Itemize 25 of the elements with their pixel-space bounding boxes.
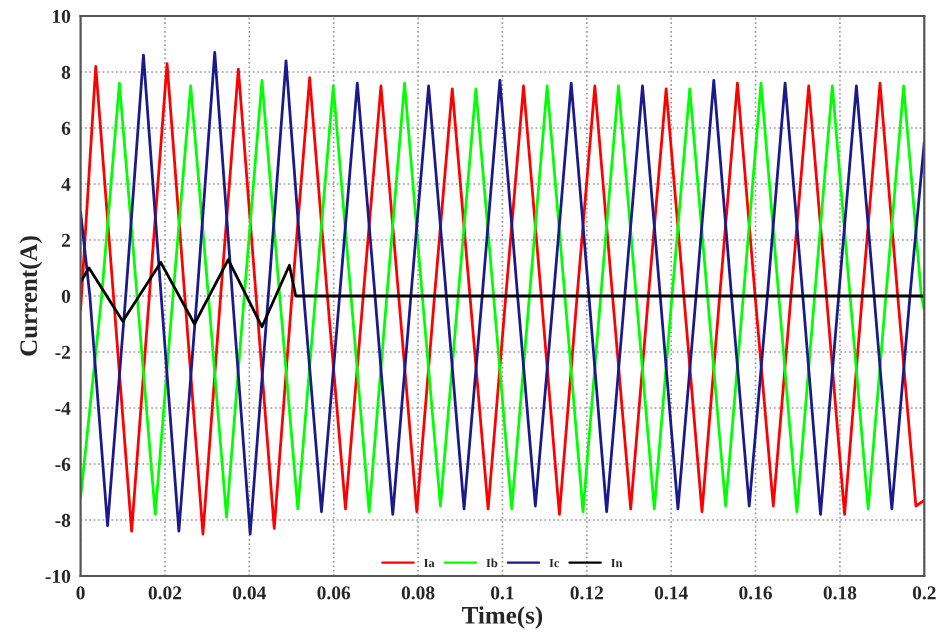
y-tick-label: -6 <box>55 457 71 471</box>
x-tick-label: 0.06 <box>317 586 351 600</box>
x-tick-label: 0.2 <box>912 586 936 600</box>
line-series <box>80 258 925 329</box>
y-tick-label: 8 <box>61 65 71 79</box>
x-tick-label: 0.08 <box>401 586 435 600</box>
y-tick-label: 4 <box>61 177 71 191</box>
y-tick-label: -2 <box>55 345 71 359</box>
x-tick-label: 0.18 <box>823 586 857 600</box>
x-tick-label: 0.02 <box>148 586 182 600</box>
y-tick-label: 6 <box>61 121 71 135</box>
x-tick-label: 0.14 <box>654 586 688 600</box>
x-tick-label: 0.12 <box>570 586 603 600</box>
y-tick-label: 10 <box>52 9 71 23</box>
x-tick-label: 0.1 <box>491 586 514 600</box>
x-tick-label: 0.16 <box>739 586 772 600</box>
x-axis-title: Time(s) <box>462 606 543 629</box>
x-tick-label: 0 <box>76 586 85 600</box>
y-tick-label: 2 <box>61 233 71 247</box>
y-tick-label: -10 <box>45 569 71 583</box>
y-tick-label: 0 <box>61 289 71 303</box>
y-tick-label: -4 <box>55 401 71 415</box>
y-axis-title: Current(A) <box>19 236 43 356</box>
x-tick-label: 0.04 <box>233 586 266 600</box>
y-tick-label: -8 <box>55 513 71 527</box>
